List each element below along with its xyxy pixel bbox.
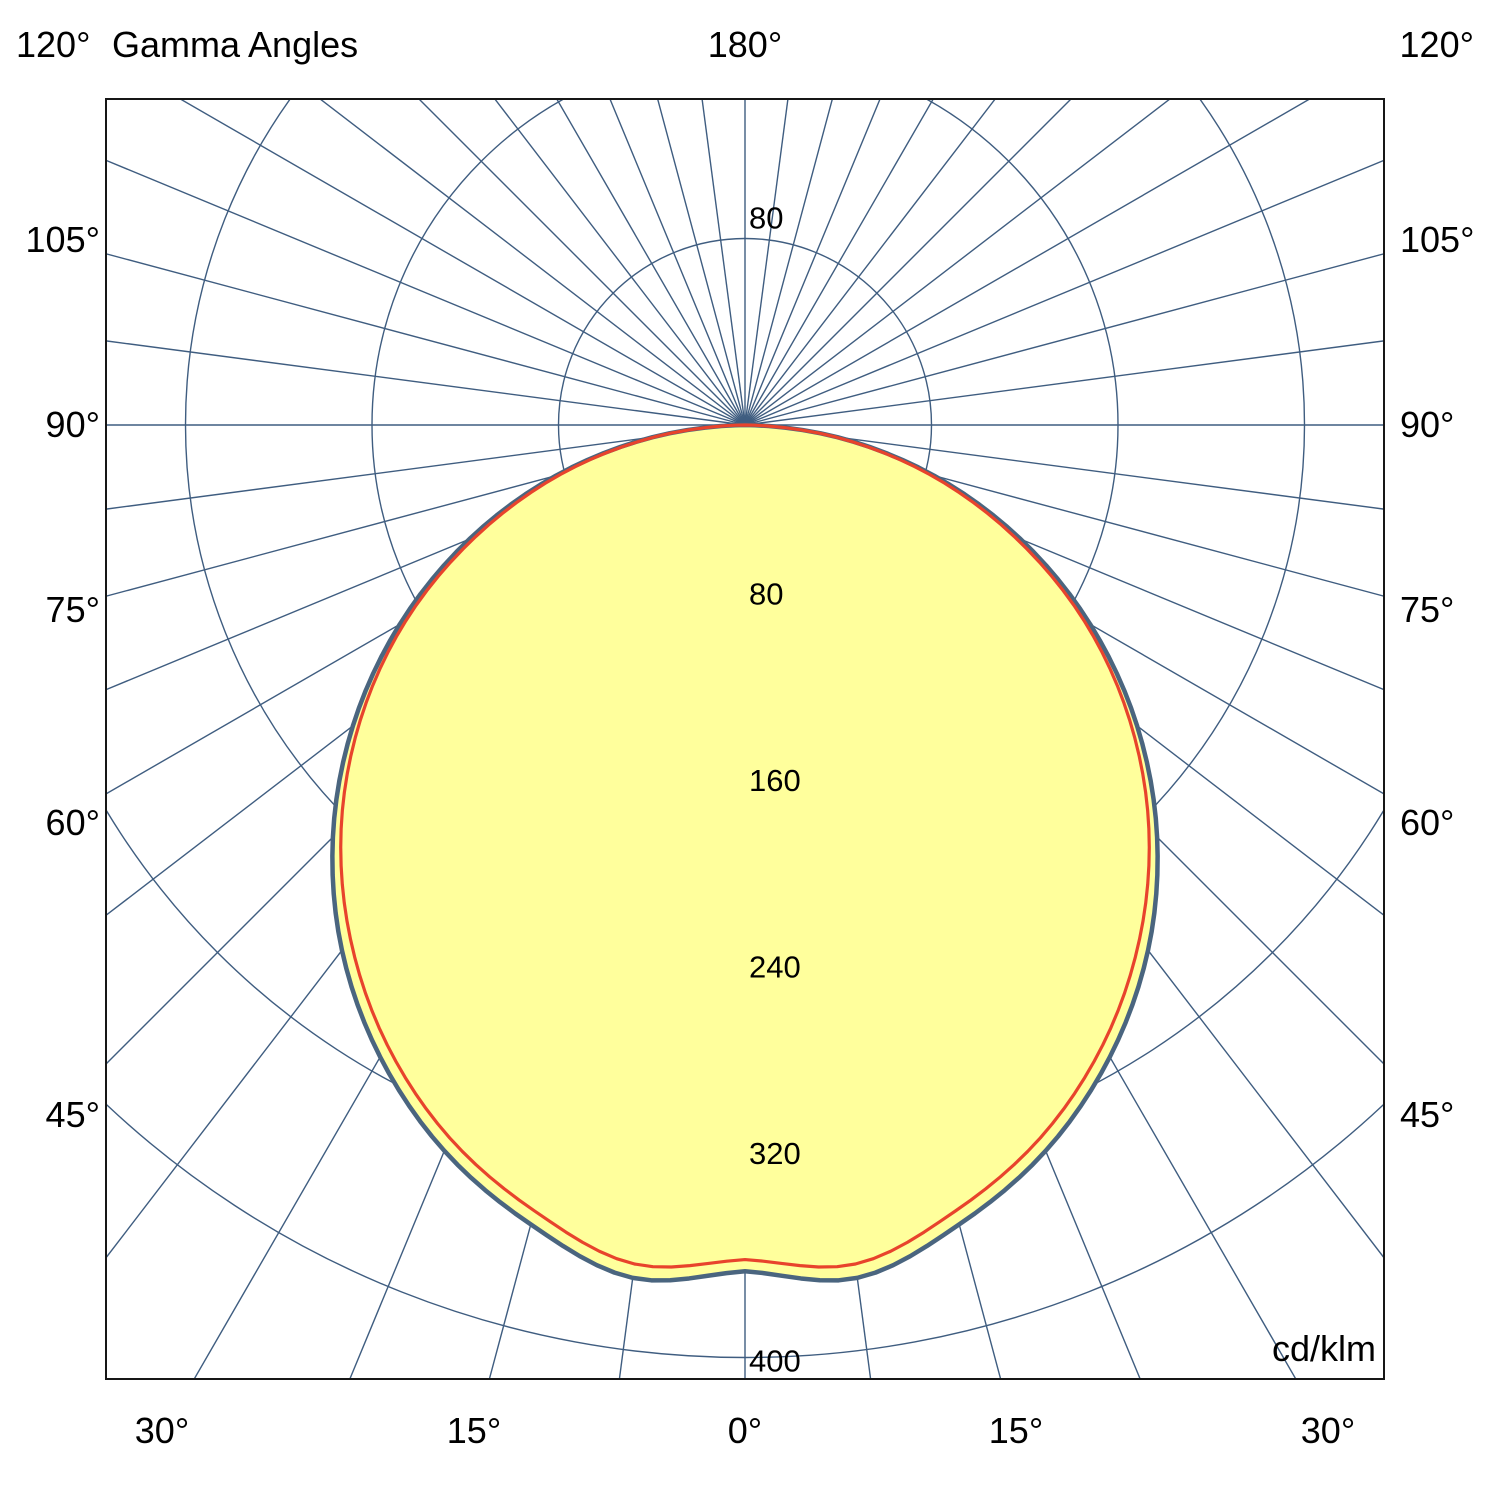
gamma-label-105-right: 105° <box>1400 219 1475 260</box>
gamma-label-75-right: 75° <box>1400 589 1455 630</box>
gamma-label-15-bottom-left: 15° <box>446 1410 502 1451</box>
gamma-label-60-left: 60° <box>45 802 100 843</box>
gamma-label-45-right: 45° <box>1400 1094 1455 1135</box>
ring-label: 240 <box>749 950 801 985</box>
gamma-label-30-bottom-right: 30° <box>1300 1410 1356 1451</box>
gamma-label-30-bottom-left: 30° <box>134 1410 190 1451</box>
gamma-label-90-right: 90° <box>1400 404 1455 445</box>
gamma-label-90-left: 90° <box>45 404 100 445</box>
chart-title: Gamma Angles <box>112 24 359 65</box>
ring-label: 80 <box>749 577 783 612</box>
ring-label: 160 <box>749 763 801 798</box>
gamma-label-60-right: 60° <box>1400 802 1455 843</box>
gamma-label-45-left: 45° <box>45 1094 100 1135</box>
gamma-label-105-left: 105° <box>25 219 100 260</box>
unit-label: cd/klm <box>1271 1328 1376 1369</box>
gamma-label-120-top-right: 120° <box>1399 24 1474 65</box>
gamma-label-120-top-left: 120° <box>16 24 91 65</box>
gamma-label-180-top-center: 180° <box>707 24 783 65</box>
polar-chart: 80 160 240 320 400 80 <box>107 100 1383 1378</box>
gamma-label-75-left: 75° <box>45 589 100 630</box>
ring-label-top: 80 <box>749 201 783 236</box>
gamma-label-0-bottom: 0° <box>727 1410 763 1451</box>
gamma-label-15-bottom-right: 15° <box>988 1410 1044 1451</box>
ring-label: 320 <box>749 1136 801 1171</box>
ring-label: 400 <box>749 1344 801 1379</box>
polar-plot-area: 80 160 240 320 400 80 <box>105 98 1385 1380</box>
